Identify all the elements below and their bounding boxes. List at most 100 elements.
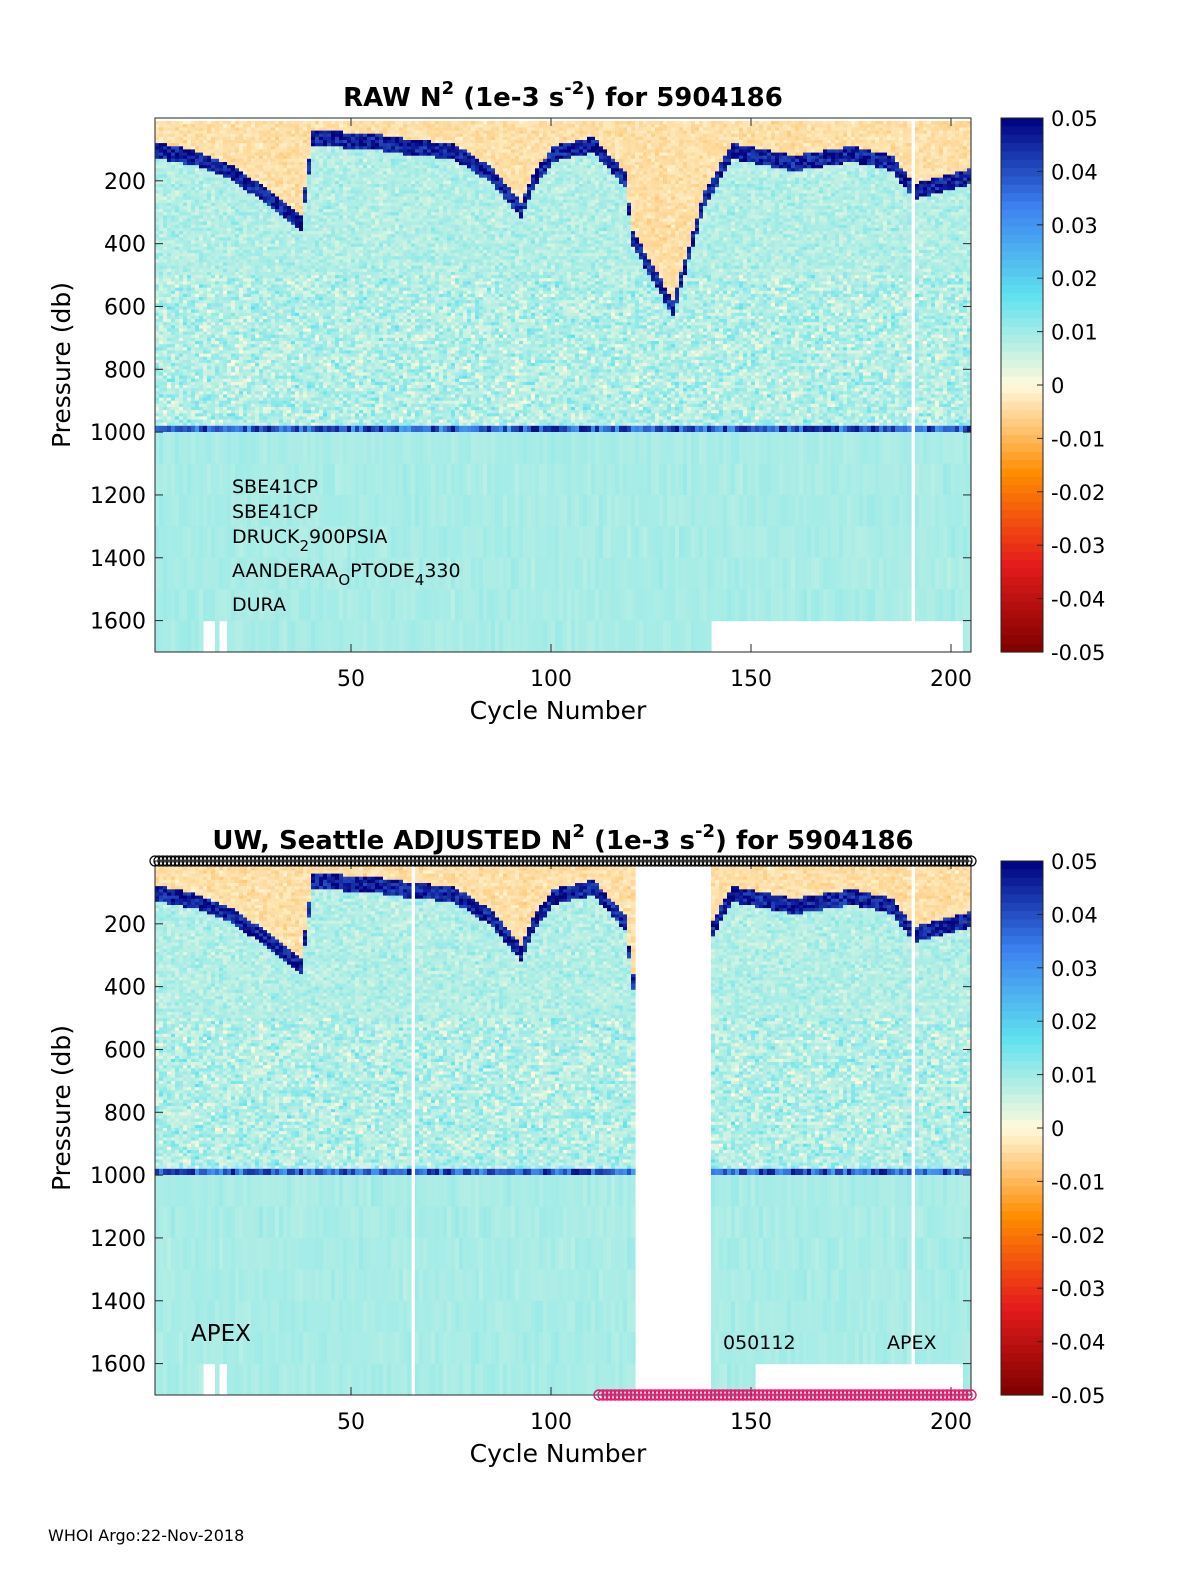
- x-tick-label: 50: [337, 1410, 365, 1435]
- qc-marker: [901, 1389, 913, 1401]
- plot-frame: [154, 860, 972, 1396]
- qc-marker: [493, 855, 505, 867]
- qc-marker: [853, 855, 865, 867]
- chart-title: RAW N2 (1e-3 s-2) for 5904186: [343, 78, 783, 113]
- colorbar-tick-label: 0: [1051, 374, 1064, 398]
- qc-marker: [817, 855, 829, 867]
- x-axis-label: Cycle Number: [470, 696, 647, 725]
- qc-marker: [637, 855, 649, 867]
- y-tick-label: 1600: [90, 610, 146, 635]
- qc-marker: [577, 855, 589, 867]
- qc-marker: [381, 855, 393, 867]
- qc-marker: [733, 855, 745, 867]
- qc-marker: [285, 855, 297, 867]
- annotation-text: DRUCK2900PSIA: [232, 526, 387, 555]
- qc-marker: [877, 855, 889, 867]
- qc-marker: [385, 855, 397, 867]
- qc-marker: [373, 855, 385, 867]
- colorbar-tick-label: -0.02: [1051, 1224, 1105, 1248]
- qc-marker: [233, 855, 245, 867]
- qc-marker: [705, 855, 717, 867]
- y-tick-label: 800: [104, 1101, 146, 1126]
- qc-marker: [689, 855, 701, 867]
- qc-marker: [917, 1389, 929, 1401]
- qc-marker: [573, 855, 585, 867]
- qc-marker: [361, 855, 373, 867]
- qc-marker: [337, 855, 349, 867]
- qc-marker: [833, 855, 845, 867]
- colorbar-tick-label: 0.03: [1051, 214, 1098, 238]
- y-tick-label: 200: [104, 170, 146, 195]
- qc-markers-bottom: [593, 1389, 977, 1401]
- qc-marker: [345, 855, 357, 867]
- qc-marker: [449, 855, 461, 867]
- annotation-text: DURA: [232, 594, 286, 616]
- qc-marker: [609, 855, 621, 867]
- qc-marker: [869, 1389, 881, 1401]
- qc-marker: [661, 1389, 673, 1401]
- qc-marker: [681, 855, 693, 867]
- x-tick-label: 150: [730, 667, 772, 692]
- qc-marker: [669, 1389, 681, 1401]
- qc-marker: [753, 1389, 765, 1401]
- qc-marker: [653, 855, 665, 867]
- qc-marker: [653, 1389, 665, 1401]
- qc-marker: [829, 855, 841, 867]
- qc-marker: [901, 855, 913, 867]
- qc-marker: [821, 1389, 833, 1401]
- qc-marker: [273, 855, 285, 867]
- colorbar: 0.05 0.04 0.03 0.02 0.01 0 -0.01 -0.02 -0.03 -0.0…: [1000, 107, 1105, 665]
- qc-marker: [437, 855, 449, 867]
- qc-marker: [777, 855, 789, 867]
- colorbar-tick-label: 0: [1051, 1117, 1064, 1141]
- qc-marker: [925, 855, 937, 867]
- qc-marker: [313, 855, 325, 867]
- qc-marker: [665, 855, 677, 867]
- qc-marker: [469, 855, 481, 867]
- qc-marker: [625, 855, 637, 867]
- qc-marker: [813, 855, 825, 867]
- qc-marker: [377, 855, 389, 867]
- qc-marker: [153, 855, 165, 867]
- qc-marker: [689, 1389, 701, 1401]
- qc-marker: [705, 1389, 717, 1401]
- qc-marker: [441, 855, 453, 867]
- qc-marker: [581, 855, 593, 867]
- heatmap-cells: [155, 121, 971, 652]
- panel-1: 50 100 150 200 200 400 600 800 1000 1200 1400 1600 C…: [47, 78, 1105, 725]
- qc-marker: [889, 855, 901, 867]
- qc-marker: [797, 855, 809, 867]
- qc-marker: [793, 855, 805, 867]
- qc-marker: [433, 855, 445, 867]
- footer-credit: WHOI Argo:22-Nov-2018: [48, 1526, 244, 1545]
- qc-marker: [793, 1389, 805, 1401]
- qc-marker: [861, 1389, 873, 1401]
- qc-marker: [229, 855, 241, 867]
- qc-marker: [245, 855, 257, 867]
- y-tick-label: 1400: [90, 547, 146, 572]
- qc-marker: [297, 855, 309, 867]
- qc-marker: [461, 855, 473, 867]
- qc-marker: [585, 855, 597, 867]
- qc-marker: [697, 855, 709, 867]
- qc-marker: [429, 855, 441, 867]
- qc-marker: [557, 855, 569, 867]
- qc-marker: [949, 855, 961, 867]
- qc-marker: [605, 855, 617, 867]
- qc-marker: [769, 1389, 781, 1401]
- qc-marker: [281, 855, 293, 867]
- qc-marker: [921, 855, 933, 867]
- qc-marker: [937, 1389, 949, 1401]
- qc-marker: [185, 855, 197, 867]
- qc-marker: [161, 855, 173, 867]
- qc-marker: [213, 855, 225, 867]
- qc-marker: [857, 1389, 869, 1401]
- qc-marker: [569, 855, 581, 867]
- heatmap-cells: [155, 864, 971, 1395]
- colorbar-tick-label: -0.04: [1051, 588, 1105, 612]
- qc-marker: [933, 855, 945, 867]
- qc-marker: [761, 1389, 773, 1401]
- colorbar-tick-label: 0.05: [1051, 107, 1098, 131]
- qc-marker: [949, 1389, 961, 1401]
- qc-marker: [565, 855, 577, 867]
